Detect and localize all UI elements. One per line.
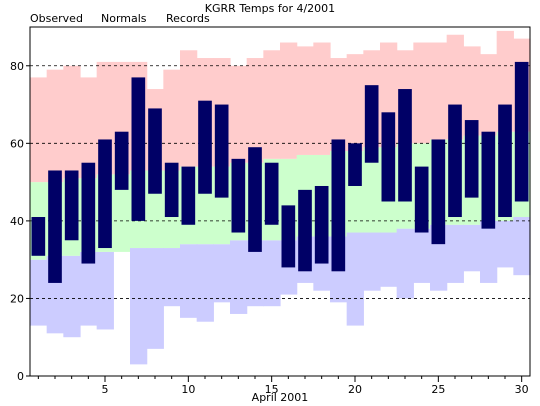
observed-bar: [231, 158, 246, 233]
observed-bar: [314, 185, 329, 264]
observed-bar: [498, 104, 512, 218]
observed-bar: [281, 205, 296, 268]
observed-bar: [464, 120, 479, 198]
observed-bar: [31, 217, 46, 256]
observed-bar: [514, 61, 529, 202]
observed-bar: [181, 166, 196, 225]
record-low-band: [513, 217, 531, 276]
record-high-band: [480, 54, 498, 136]
plot-area: 0 20 40 60 80 5 10 15 20 25 30: [10, 26, 531, 396]
record-high-band: [330, 58, 348, 152]
record-low-band: [230, 240, 248, 314]
y-tick-label: 40: [10, 215, 24, 228]
record-low-band: [213, 244, 231, 303]
observed-bar: [48, 170, 62, 283]
y-tick-label: 60: [10, 137, 24, 150]
record-low-band: [130, 248, 148, 365]
record-high-band: [263, 50, 281, 159]
observed-bar: [214, 104, 229, 198]
legend-normals: Normals: [101, 12, 147, 25]
legend: Observed Normals Records: [30, 12, 210, 25]
record-high-band: [463, 46, 481, 136]
legend-observed: Observed: [30, 12, 83, 25]
x-tick-label: 15: [265, 383, 279, 396]
normal-band: [113, 174, 131, 252]
observed-bar: [414, 166, 429, 233]
observed-bar: [481, 131, 496, 229]
record-high-band: [30, 77, 48, 183]
record-low-band: [463, 224, 481, 272]
observed-bar: [398, 89, 412, 202]
record-high-band: [246, 58, 264, 163]
chart-title: KGRR Temps for 4/2001: [205, 2, 335, 15]
record-low-band: [180, 244, 198, 318]
observed-bar: [264, 162, 279, 225]
observed-bar: [364, 85, 379, 163]
record-low-band: [380, 232, 398, 287]
observed-bar: [98, 139, 112, 249]
observed-bar: [148, 108, 162, 194]
record-high-band: [163, 69, 181, 171]
record-low-band: [480, 220, 498, 283]
observed-bar: [298, 189, 312, 272]
record-low-band: [446, 224, 464, 283]
x-tick-label: 30: [515, 383, 529, 396]
observed-bar: [381, 112, 396, 202]
x-tick-label: 5: [102, 383, 109, 396]
record-high-band: [180, 50, 198, 167]
observed-bar: [248, 147, 262, 252]
observed-bar: [348, 143, 362, 186]
normal-band: [363, 147, 381, 233]
record-low-band: [146, 248, 164, 349]
legend-records: Records: [166, 12, 210, 25]
record-high-band: [430, 42, 448, 140]
observed-bar: [131, 77, 146, 221]
y-tick-label: 0: [17, 370, 24, 383]
record-high-band: [63, 65, 81, 179]
record-low-band: [196, 244, 214, 322]
x-tick-label: 20: [348, 383, 362, 396]
record-high-band: [80, 77, 98, 179]
observed-bar: [114, 131, 129, 190]
x-tick-label: 25: [431, 383, 445, 396]
record-high-band: [280, 42, 298, 159]
observed-bar: [81, 162, 96, 264]
x-axis-label: April 2001: [252, 391, 309, 404]
record-high-band: [230, 65, 248, 163]
record-low-band: [396, 228, 414, 299]
observed-bar: [64, 170, 79, 241]
record-high-band: [346, 54, 364, 152]
record-high-band: [296, 46, 314, 155]
record-high-band: [413, 42, 431, 144]
observed-bar: [431, 139, 446, 245]
record-low-band: [496, 220, 514, 268]
y-tick-label: 20: [10, 292, 24, 305]
record-low-band: [163, 248, 181, 307]
observed-bar: [198, 100, 212, 194]
record-high-band: [313, 42, 331, 155]
record-low-band: [80, 251, 98, 326]
observed-bar: [331, 139, 346, 272]
record-high-band: [46, 69, 64, 183]
plot-frame: [29, 26, 531, 377]
y-tick-label: 80: [10, 60, 24, 73]
observed-bar: [448, 104, 462, 218]
record-low-band: [246, 240, 264, 307]
record-low-band: [363, 232, 381, 291]
record-low-band: [263, 240, 281, 307]
record-low-band: [96, 251, 114, 330]
record-low-band: [30, 259, 48, 326]
observed-bar: [164, 162, 179, 218]
record-low-band: [346, 232, 364, 326]
record-low-band: [413, 228, 431, 283]
x-tick-label: 10: [181, 383, 195, 396]
record-low-band: [63, 255, 81, 338]
